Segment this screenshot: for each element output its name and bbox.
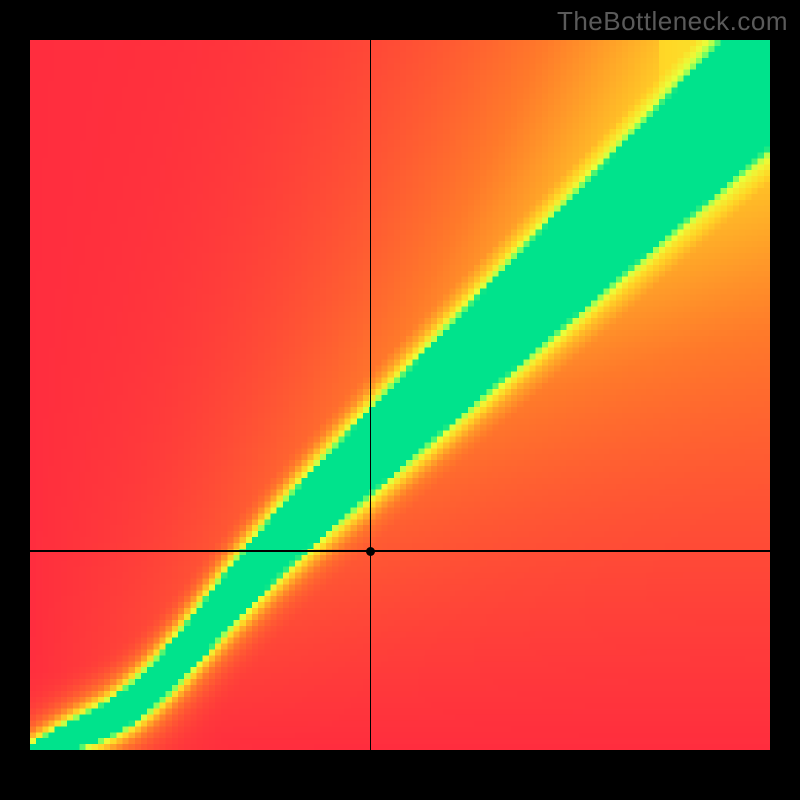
- plot-area: [30, 40, 770, 750]
- crosshair-vertical: [370, 40, 372, 750]
- outer-frame: TheBottleneck.com: [0, 0, 800, 800]
- site-watermark: TheBottleneck.com: [557, 6, 788, 37]
- heatmap-canvas: [30, 40, 770, 750]
- crosshair-horizontal: [30, 550, 770, 552]
- marker-dot: [366, 547, 375, 556]
